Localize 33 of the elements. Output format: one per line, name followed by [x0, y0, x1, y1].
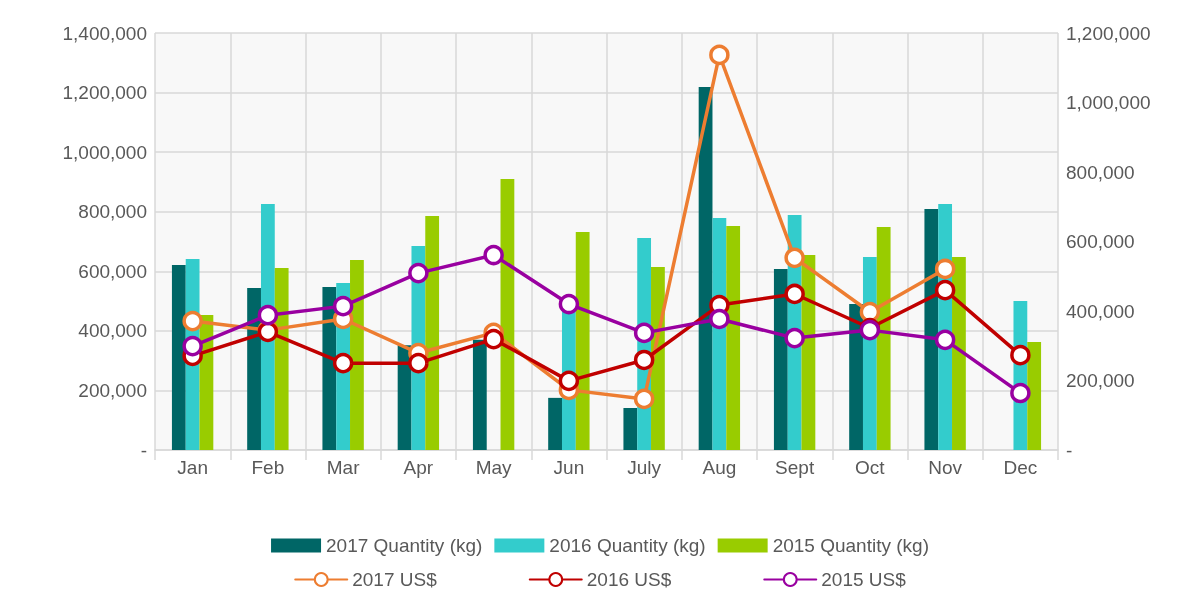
- legend-label: 2017 US$: [352, 569, 438, 590]
- y2-tick-label: -: [1066, 439, 1073, 461]
- legend-label: 2017 Quantity (kg): [326, 535, 483, 556]
- x-tick-label: Aug: [702, 457, 737, 478]
- y-tick-label: 400,000: [78, 320, 147, 342]
- y2-tick-label: 600,000: [1066, 231, 1135, 252]
- x-tick-label: Apr: [403, 457, 434, 478]
- x-tick-label: Nov: [928, 457, 963, 478]
- y-tick-label: 1,400,000: [62, 22, 147, 44]
- y-tick-label: 800,000: [78, 201, 147, 223]
- x-tick-label: May: [475, 457, 513, 478]
- y-tick-label: 1,000,000: [62, 141, 147, 163]
- y2-tick-label: 1,000,000: [1066, 92, 1151, 113]
- legend-label: 2015 US$: [821, 569, 907, 590]
- x-tick-label: Sept: [775, 457, 815, 478]
- y2-tick-label: 200,000: [1066, 370, 1135, 391]
- y-tick-label: 200,000: [78, 379, 147, 401]
- y-tick-label: 600,000: [78, 260, 147, 282]
- x-tick-label: July: [627, 457, 662, 478]
- x-tick-label: Jan: [177, 457, 208, 478]
- x-tick-label: Dec: [1003, 457, 1038, 478]
- x-tick-label: Oct: [855, 457, 886, 478]
- y2-tick-label: 400,000: [1066, 300, 1135, 322]
- legend-label: 2016 Quantity (kg): [549, 535, 706, 556]
- legend-label: 2016 US$: [586, 569, 672, 590]
- x-tick-label: Jun: [553, 457, 585, 478]
- y-tick-label: 1,200,000: [62, 82, 147, 104]
- y-tick-label: -: [140, 439, 147, 461]
- y2-tick-label: 800,000: [1066, 161, 1135, 183]
- y2-tick-label: 1,200,000: [1066, 22, 1151, 44]
- legend-label: 2015 Quantity (kg): [772, 535, 929, 556]
- x-tick-label: Mar: [326, 457, 361, 478]
- x-tick-label: Feb: [251, 457, 285, 478]
